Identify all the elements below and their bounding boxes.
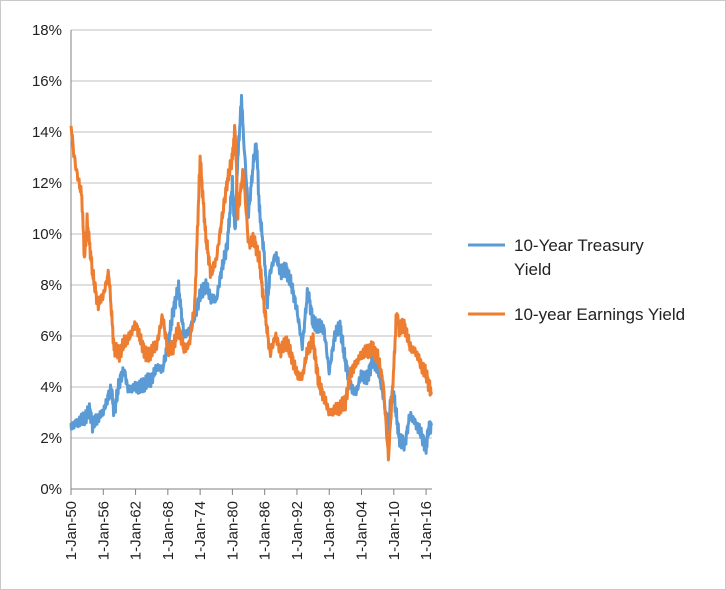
treasury-yield-line <box>69 93 433 455</box>
y-tick-label: 4% <box>40 379 62 396</box>
x-tick-label: 1-Jan-68 <box>160 501 177 560</box>
earnings-yield-line <box>69 124 433 462</box>
x-tick-label: 1-Jan-16 <box>418 501 435 560</box>
y-tick-label: 14% <box>32 124 62 141</box>
y-tick-label: 12% <box>32 175 62 192</box>
x-tick-label: 1-Jan-04 <box>354 501 371 560</box>
x-tick-label: 1-Jan-74 <box>192 501 209 560</box>
legend-label: Yield <box>514 260 551 279</box>
x-tick-label: 1-Jan-98 <box>321 501 338 560</box>
legend-label: 10-year Earnings Yield <box>514 305 685 324</box>
x-tick-label: 1-Jan-92 <box>289 501 306 560</box>
axes: 0% 2% 4% 6% 8% 10% 12% 14% 16% 18% 1-Jan-50 1-Jan-5… <box>32 22 435 560</box>
y-tick-label: 0% <box>40 481 62 498</box>
series-lines <box>69 93 433 462</box>
x-tick-label: 1-Jan-80 <box>224 501 241 560</box>
y-tick-label: 18% <box>32 22 62 39</box>
y-tick-label: 10% <box>32 226 62 243</box>
y-tick-label: 8% <box>40 277 62 294</box>
x-tick-label: 1-Jan-50 <box>63 501 80 560</box>
x-tick-label: 1-Jan-62 <box>128 501 145 560</box>
legend-label: 10-Year Treasury <box>514 236 644 255</box>
y-tick-label: 6% <box>40 328 62 345</box>
y-tick-label: 16% <box>32 73 62 90</box>
legend: 10-Year Treasury Yield 10-year Earnings Yi… <box>468 236 685 324</box>
x-tick-label: 1-Jan-86 <box>257 501 274 560</box>
x-tick-label: 1-Jan-56 <box>95 501 112 560</box>
y-tick-label: 2% <box>40 430 62 447</box>
x-tick-label: 1-Jan-10 <box>386 501 403 560</box>
